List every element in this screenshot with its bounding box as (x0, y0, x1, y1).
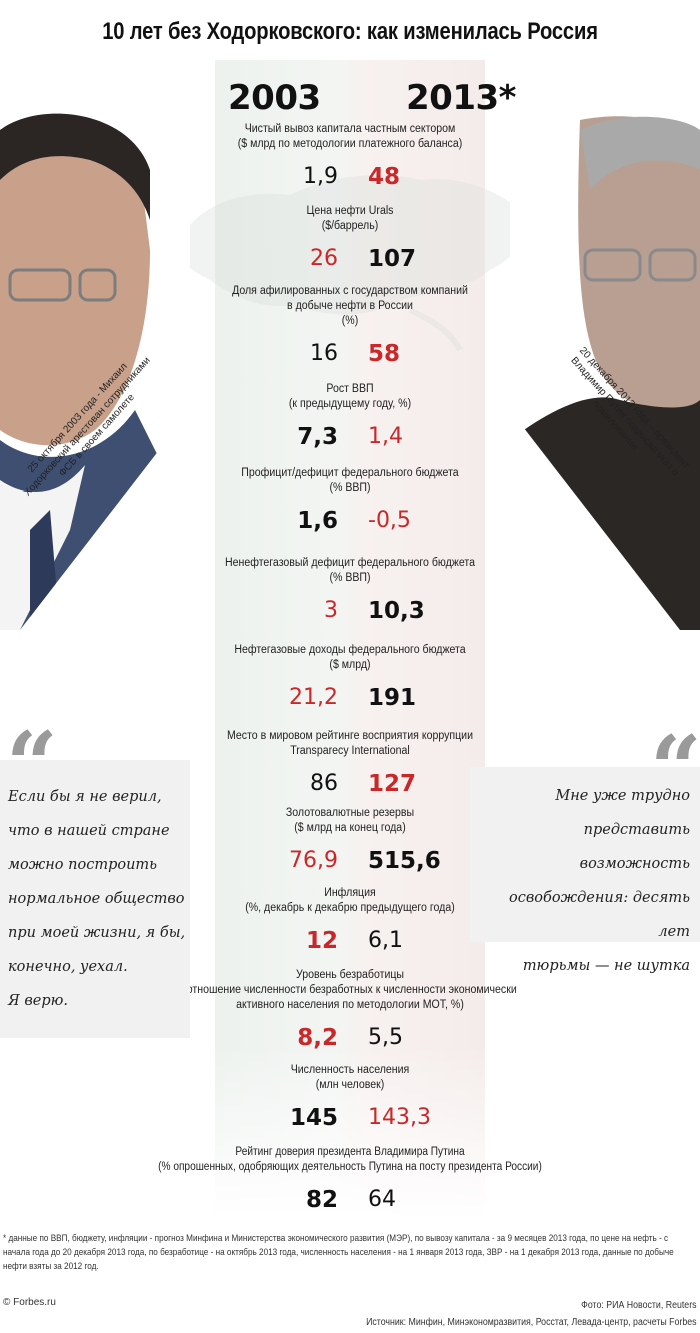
indicator-row: Ненефтегазовый дефицит федерального бюдж… (150, 556, 550, 630)
value-2003: 82 (305, 1187, 338, 1213)
indicator-label: Ненефтегазовый дефицит федерального бюдж… (224, 557, 476, 584)
indicator-label: Место в мировом рейтинге восприятия корр… (226, 730, 474, 757)
indicator-label: Золотовалютные резервы ($ млрд на конец г… (285, 807, 415, 834)
indicator-label: Численность населения (млн человек) (290, 1064, 410, 1091)
quote-mark-icon: “ (6, 712, 58, 818)
indicator-label: Уровень безработицы (отношение численност… (183, 969, 517, 1011)
left-quote-text: Если бы я не верил, что в нашей стране м… (8, 789, 186, 1009)
value-2003: 76,9 (289, 848, 338, 873)
indicator-row: Чистый вывоз капитала частным сектором ($… (150, 122, 550, 196)
credits: Фото: РИА Новости, Reuters Источник: Мин… (367, 1297, 697, 1331)
value-2003: 145 (289, 1105, 338, 1131)
indicator-label: Инфляция (%, декабрь к декабрю предыдущег… (245, 887, 455, 914)
indicator-label: Нефтегазовые доходы федерального бюджета… (234, 644, 466, 671)
value-2003: 16 (310, 341, 338, 366)
indicator-label: Профицит/дефицит федерального бюджета (% … (241, 467, 459, 494)
year-2003-header: 2003 (228, 78, 321, 118)
indicator-row: Доля афилированных с государством компан… (150, 284, 550, 373)
value-2003: 1,6 (297, 508, 338, 534)
year-2013-header: 2013* (406, 78, 516, 118)
value-2013: 143,3 (368, 1105, 431, 1130)
value-2013: 6,1 (368, 928, 403, 953)
indicator-label: Рост ВВП (к предыдущему году, %) (288, 383, 412, 410)
value-2013: 107 (368, 246, 417, 272)
value-2003: 26 (310, 246, 338, 271)
value-2003: 7,3 (297, 424, 338, 450)
copyright: © Forbes.ru (3, 1297, 56, 1308)
value-2003: 1,9 (303, 164, 338, 189)
value-2003: 86 (310, 771, 338, 796)
value-2003: 8,2 (297, 1025, 338, 1051)
indicator-row: Цена нефти Urals ($/баррель) 26 107 (150, 204, 550, 278)
footnote: * данные по ВВП, бюджету, инфляции - про… (3, 1233, 674, 1272)
indicator-row: Рейтинг доверия президента Владимира Пут… (150, 1145, 550, 1219)
russia-map-silhouette (179, 175, 527, 352)
indicator-row: Инфляция (%, декабрь к декабрю предыдущег… (150, 886, 550, 960)
value-2013: 58 (368, 341, 401, 367)
value-2013: 127 (368, 771, 417, 797)
indicator-row: Нефтегазовые доходы федерального бюджета… (150, 643, 550, 717)
value-2003: 21,2 (289, 685, 338, 710)
value-2013: 515,6 (368, 848, 441, 874)
indicator-label: Чистый вывоз капитала частным сектором ($… (237, 123, 463, 150)
indicator-label: Доля афилированных с государством компан… (232, 285, 468, 327)
indicator-row: Профицит/дефицит федерального бюджета (% … (150, 466, 550, 540)
khodorkovsky-2003-photo (0, 110, 190, 630)
indicator-row: Рост ВВП (к предыдущему году, %) 7,3 1,4 (150, 382, 550, 456)
indicator-row: Численность населения (млн человек) 145 1… (150, 1063, 550, 1137)
indicator-row: Уровень безработицы (отношение численност… (150, 968, 550, 1057)
sources: Источник: Минфин, Минэкономразвития, Рос… (366, 1317, 697, 1328)
value-2003: 3 (324, 598, 338, 623)
value-2013: 48 (368, 164, 401, 190)
right-quote-box (470, 767, 700, 942)
value-2013: -0,5 (368, 508, 411, 533)
value-2013: 5,5 (368, 1025, 403, 1050)
indicator-row: Золотовалютные резервы ($ млрд на конец г… (150, 806, 550, 880)
indicator-label: Цена нефти Urals ($/баррель) (306, 205, 394, 232)
value-2013: 10,3 (368, 598, 425, 624)
right-quote-text: Мне уже трудно представить возможность о… (509, 788, 690, 974)
value-2013: 191 (368, 685, 417, 711)
value-2013: 64 (368, 1187, 396, 1212)
indicator-row: Место в мировом рейтинге восприятия корр… (150, 729, 550, 803)
center-band (215, 60, 485, 1220)
left-quote-box (0, 760, 190, 1038)
photo-credit: Фото: РИА Новости, Reuters (581, 1300, 697, 1311)
page-title: 10 лет без Ходорковского: как изменилась… (102, 18, 598, 45)
quote-mark-icon: “ (650, 716, 700, 822)
khodorkovsky-2013-photo (510, 110, 700, 630)
indicator-label: Рейтинг доверия президента Владимира Пут… (158, 1146, 542, 1173)
value-2013: 1,4 (368, 424, 403, 449)
value-2003: 12 (305, 928, 338, 954)
